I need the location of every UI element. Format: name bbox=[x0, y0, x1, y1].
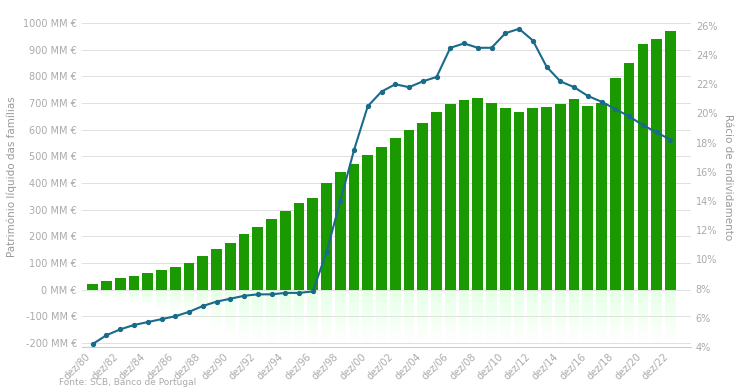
Bar bbox=[239, 233, 249, 289]
Bar bbox=[445, 104, 456, 289]
Bar bbox=[87, 284, 98, 289]
Bar bbox=[541, 107, 552, 289]
Y-axis label: Rácio de endividamento: Rácio de endividamento bbox=[723, 114, 733, 240]
Bar bbox=[596, 103, 607, 289]
Bar bbox=[651, 39, 662, 289]
Bar bbox=[528, 108, 538, 289]
Bar bbox=[129, 276, 139, 289]
Bar bbox=[115, 279, 126, 289]
Bar bbox=[252, 227, 263, 289]
Bar bbox=[514, 112, 525, 289]
Bar bbox=[500, 108, 511, 289]
Bar bbox=[225, 243, 235, 289]
Bar bbox=[431, 112, 442, 289]
Bar bbox=[101, 281, 112, 289]
Bar bbox=[555, 104, 565, 289]
Bar bbox=[610, 77, 621, 289]
Bar bbox=[198, 256, 208, 289]
Bar bbox=[665, 31, 676, 289]
Bar bbox=[294, 203, 304, 289]
Bar bbox=[335, 172, 346, 289]
Bar bbox=[376, 147, 387, 289]
Bar bbox=[472, 98, 483, 289]
Bar bbox=[349, 164, 360, 289]
Bar bbox=[404, 130, 414, 289]
Bar bbox=[582, 105, 593, 289]
Y-axis label: Património líquido das famílias: Património líquido das famílias bbox=[7, 96, 18, 257]
Bar bbox=[390, 138, 400, 289]
Bar bbox=[184, 263, 195, 289]
Bar bbox=[280, 211, 291, 289]
Bar bbox=[363, 155, 373, 289]
Bar bbox=[156, 270, 166, 289]
Bar bbox=[486, 103, 497, 289]
Bar bbox=[624, 63, 634, 289]
Bar bbox=[142, 273, 153, 289]
Bar bbox=[459, 100, 469, 289]
Bar bbox=[417, 123, 428, 289]
Bar bbox=[266, 219, 277, 289]
Bar bbox=[321, 183, 332, 289]
Bar bbox=[638, 44, 648, 289]
Bar bbox=[307, 198, 318, 289]
Text: Fonte: SCB, Banco de Portugal: Fonte: SCB, Banco de Portugal bbox=[59, 378, 196, 387]
Bar bbox=[569, 99, 579, 289]
Bar bbox=[170, 267, 181, 289]
Bar bbox=[211, 249, 222, 289]
